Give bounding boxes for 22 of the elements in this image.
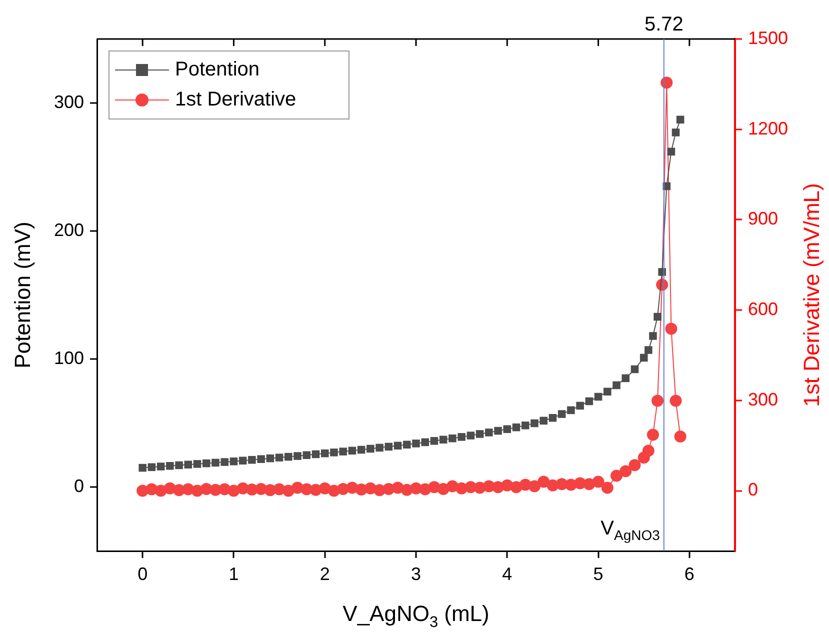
legend-label: Potention <box>175 58 260 81</box>
y-tick-label: 0 <box>74 476 84 496</box>
y-axis-title: Potention (mV) <box>10 222 36 368</box>
x-tick-label: 2 <box>320 564 330 584</box>
x-tick-label: 6 <box>684 564 694 584</box>
y-tick-label: 100 <box>54 348 84 368</box>
y-tick-label: 300 <box>54 92 84 112</box>
y2-tick-label: 600 <box>748 299 778 320</box>
ref-line-label: 5.72 <box>644 14 684 36</box>
y2-axis-title: 1st Derivative (mV/mL) <box>799 183 824 407</box>
y-tick-label: 200 <box>54 220 84 240</box>
x-tick-label: 4 <box>502 564 512 584</box>
x-tick-label: 5 <box>593 564 604 584</box>
y2-tick-label: 1500 <box>748 28 788 48</box>
x-tick-label: 3 <box>410 564 422 584</box>
y2-tick-label: 300 <box>748 389 778 410</box>
y2-tick-label: 900 <box>748 208 778 229</box>
legend-label: 1st Derivative <box>175 88 296 111</box>
y2-tick-label: 1200 <box>748 118 788 138</box>
x-tick-label: 0 <box>138 564 148 584</box>
y2-tick-label: 0 <box>748 480 758 500</box>
x-tick-label: 1 <box>228 564 239 584</box>
